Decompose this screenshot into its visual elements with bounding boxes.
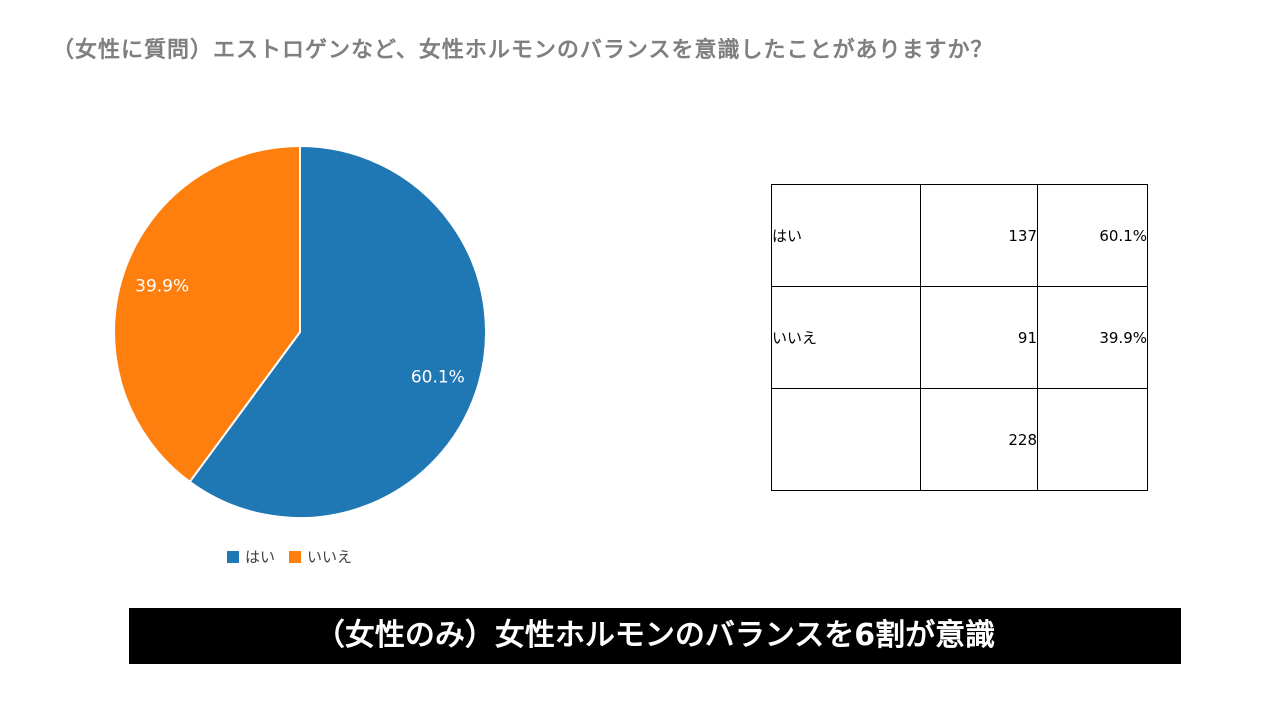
pie-slice-yes [188,144,487,519]
results-table: はい 137 60.1% いいえ 91 39.9% 228 [771,184,1148,491]
pie-slice-no [113,144,301,484]
legend-item-no: いいえ [289,546,352,567]
summary-banner: （女性のみ）女性ホルモンのバランスを6割が意識 [129,608,1181,664]
legend-swatch-no [289,550,302,563]
question-title: （女性に質問）エストロゲンなど、女性ホルモンのバランスを意識したことがありますか… [52,38,994,63]
table-row: 228 [771,388,1148,491]
legend-label-no: いいえ [307,548,353,566]
table-cell-count: 91 [920,286,1038,389]
legend-item-yes: はい [227,546,275,567]
table-cell-label [771,388,921,491]
pie-chart: 60.1% 39.9% [113,144,487,519]
legend-label-yes: はい [245,548,276,566]
pie-data-label: 60.1% [411,367,465,387]
table-cell-percent: 60.1% [1037,184,1148,287]
pie-data-label: 39.9% [135,277,189,297]
table-cell-label: はい [771,184,921,287]
chart-legend: はい いいえ [227,546,366,567]
table-row: はい 137 60.1% [771,184,1148,287]
table-row: いいえ 91 39.9% [771,286,1148,389]
table-cell-percent [1037,388,1148,491]
legend-swatch-yes [227,550,239,563]
table-cell-total: 228 [920,388,1038,491]
table-cell-label: いいえ [771,286,921,389]
table-cell-percent: 39.9% [1037,286,1148,389]
table-cell-count: 137 [920,184,1038,287]
